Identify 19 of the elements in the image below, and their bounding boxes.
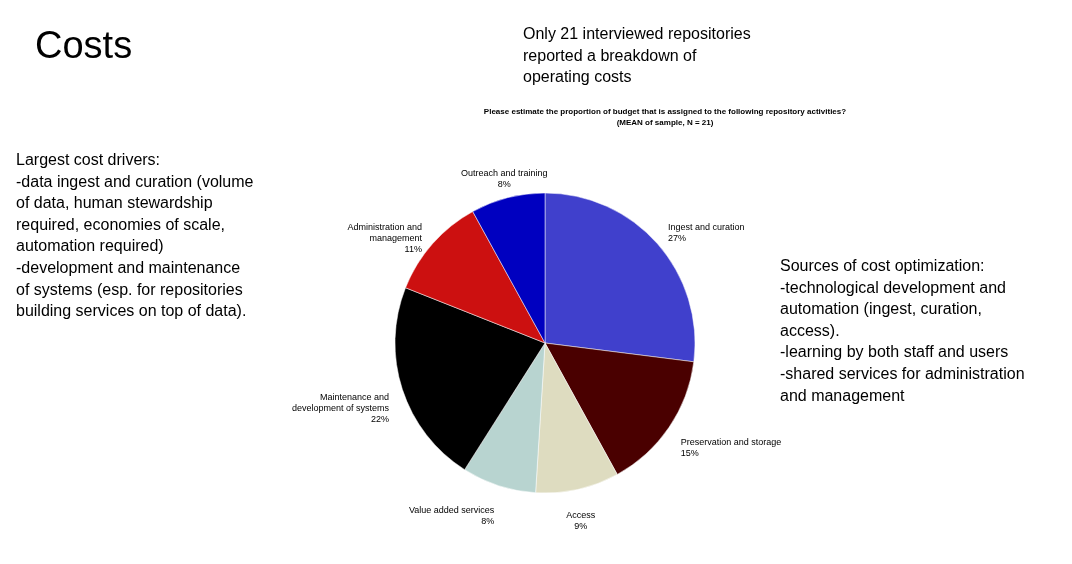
- data-label: 22%: [371, 414, 390, 425]
- data-label: 8%: [497, 178, 511, 189]
- data-label: 8%: [481, 516, 495, 527]
- data-label: 9%: [574, 520, 588, 531]
- text: Only 21 interviewed repositories reported a breakdown of operating costs: [523, 25, 751, 86]
- chart-title: Costs: [35, 24, 133, 66]
- slice-label: Maintenance and development of systems: [291, 392, 390, 414]
- text: Largest cost drivers: -data ingest and curation (volume of data, human stewardship required, economies of scale, automation required) -development and maintenance of systems (esp. for repositories building services on top of data).: [16, 151, 254, 320]
- chart-subtitle: Please estimate the proportion of budget that is assigned to the following repository activities? (MEAN of sample, N = 21): [483, 107, 847, 127]
- slice-label: Preservation and storage: [680, 436, 782, 447]
- source-note: Sources of cost optimization: -technological development and automation (ingest, curation, access). -learning by both staff and users -shared services for administration and management: [780, 257, 1025, 404]
- slice-label: Outreach and training: [460, 167, 548, 178]
- slice-label: Ingest and curation: [668, 221, 745, 232]
- data-label: 15%: [680, 447, 699, 458]
- data-label: 11%: [404, 243, 422, 254]
- slice-label: Administration and management: [347, 221, 423, 243]
- slice-label: Access: [566, 509, 596, 520]
- slice-label: Value added services: [408, 505, 495, 516]
- data-label: 27%: [668, 232, 687, 243]
